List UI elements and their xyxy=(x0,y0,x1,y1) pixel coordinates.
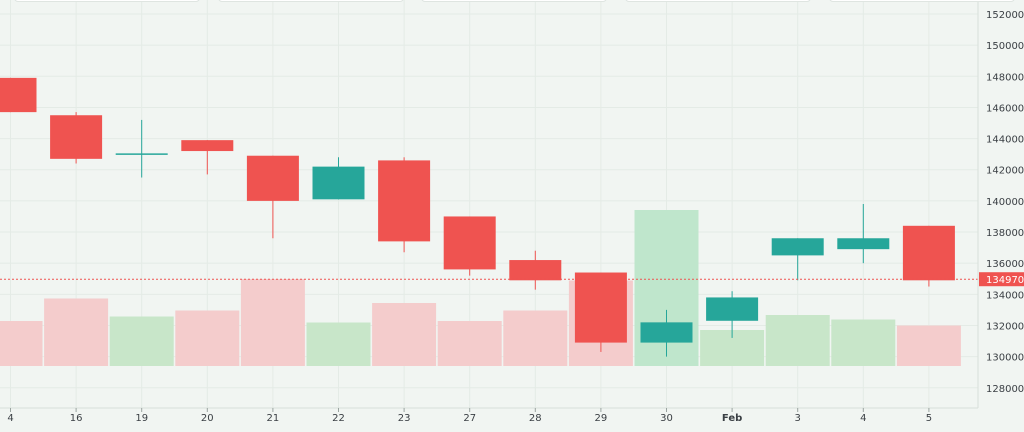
volume-bar xyxy=(0,321,43,366)
x-tick-label: 4 xyxy=(860,413,866,424)
top-card-1[interactable] xyxy=(14,0,200,2)
x-tick-label: 3 xyxy=(795,413,801,424)
candle-body xyxy=(181,140,234,152)
candle-body xyxy=(246,155,299,201)
volume-bar xyxy=(831,319,896,366)
volume-bar xyxy=(896,325,961,366)
candle-body xyxy=(771,238,824,256)
candle-body xyxy=(0,77,37,113)
y-tick-label: 142000.0 xyxy=(986,166,1024,177)
last-price-tag xyxy=(979,272,1024,287)
top-card-3[interactable] xyxy=(421,0,607,2)
volume-bar xyxy=(109,316,174,366)
x-tick-label: 28 xyxy=(529,413,542,424)
candle-body xyxy=(443,216,496,270)
x-tick-label: 23 xyxy=(398,413,411,424)
y-tick-label: 146000.0 xyxy=(986,103,1024,114)
y-tick-label: 132000.0 xyxy=(986,321,1024,332)
y-tick-label: 152000.0 xyxy=(986,10,1024,21)
volume-bar xyxy=(306,322,371,366)
x-tick-label: 29 xyxy=(595,413,608,424)
candle-body xyxy=(706,297,759,321)
last-price-label: 134970.0 xyxy=(986,275,1024,286)
x-tick-label: Feb xyxy=(722,413,742,424)
y-tick-label: 130000.0 xyxy=(986,353,1024,364)
volume-bar xyxy=(175,310,240,366)
y-tick-label: 138000.0 xyxy=(986,228,1024,239)
volume-bar xyxy=(372,303,437,366)
x-tick-label: 21 xyxy=(267,413,280,424)
volume-bar xyxy=(44,298,109,366)
x-tick-label: 20 xyxy=(201,413,214,424)
candle-body xyxy=(50,115,103,159)
x-tick-label: 22 xyxy=(332,413,345,424)
y-tick-label: 144000.0 xyxy=(986,135,1024,146)
y-tick-label: 134000.0 xyxy=(986,290,1024,301)
candle-body xyxy=(837,238,890,250)
top-card-5[interactable] xyxy=(829,0,1015,2)
volume-bar xyxy=(437,321,502,366)
price-axis[interactable]: 128000.0 130000.0 132000.0 134000.0 136000.0… xyxy=(977,0,1024,408)
time-axis[interactable]: 4 16 19 20 21 22 23 27 28 29 30 Feb 3 4 5 xyxy=(0,407,978,424)
x-tick-label: 27 xyxy=(463,413,476,424)
last-price-line: 134970.0 xyxy=(0,272,1024,287)
y-tick-label: 128000.0 xyxy=(986,384,1024,395)
volume-bar xyxy=(765,315,830,366)
candle-body xyxy=(312,166,365,200)
candles xyxy=(0,77,955,357)
candle-body xyxy=(509,260,562,281)
x-tick-label: 30 xyxy=(660,413,673,424)
top-card-2[interactable] xyxy=(218,0,404,2)
volume-bars xyxy=(0,210,961,366)
y-tick-label: 150000.0 xyxy=(986,41,1024,52)
candle-body xyxy=(574,272,627,343)
volume-bar xyxy=(503,310,568,366)
top-card-4[interactable] xyxy=(625,0,811,2)
candle-body xyxy=(378,160,431,242)
x-tick-label: 16 xyxy=(70,413,83,424)
y-tick-label: 148000.0 xyxy=(986,72,1024,83)
y-tick-label: 136000.0 xyxy=(986,259,1024,270)
candle-body xyxy=(902,225,955,281)
x-tick-label: 19 xyxy=(135,413,148,424)
x-tick-label: 5 xyxy=(926,413,932,424)
y-tick-label: 140000.0 xyxy=(986,197,1024,208)
candle-body xyxy=(640,322,693,343)
volume-bar xyxy=(240,279,305,366)
x-tick-label: 4 xyxy=(7,413,13,424)
